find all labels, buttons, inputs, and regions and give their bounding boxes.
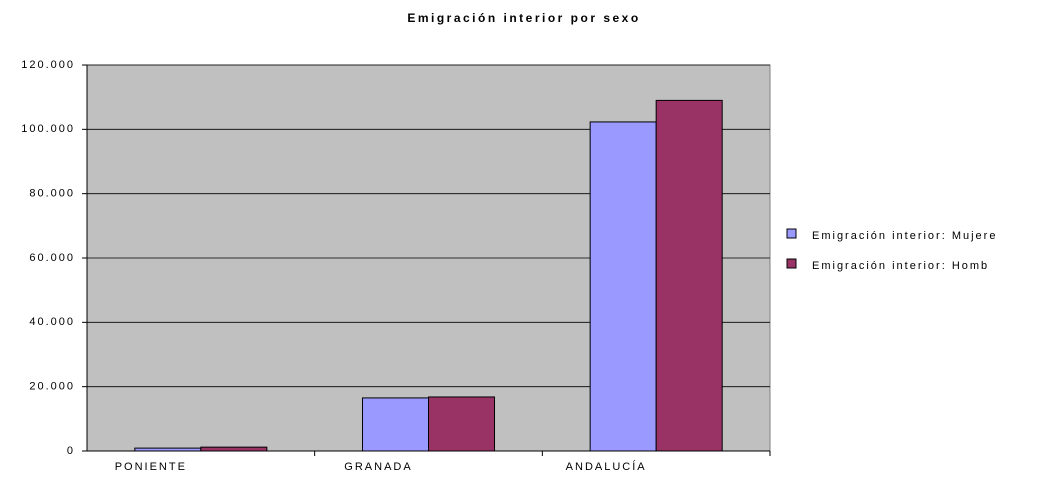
bar — [134, 447, 202, 452]
x-tick-label: GRANADA — [344, 461, 412, 473]
bar — [200, 446, 268, 452]
x-tick-label: PONIENTE — [115, 461, 187, 473]
y-tick-label: 100.000 — [21, 123, 75, 135]
bar — [655, 99, 723, 452]
legend-label: Emigración interior: Homb — [812, 260, 989, 272]
y-tick-label: 80.000 — [29, 188, 75, 200]
y-tick-label: 20.000 — [29, 381, 75, 393]
legend-label: Emigración interior: Mujere — [812, 230, 997, 242]
chart-title: Emigración interior por sexo — [407, 11, 640, 25]
legend-swatch — [786, 258, 797, 269]
legend-swatch — [786, 228, 797, 239]
y-tick-label: 0 — [67, 445, 75, 457]
bar — [361, 397, 429, 452]
y-tick-label: 120.000 — [21, 59, 75, 71]
bar — [589, 121, 657, 452]
y-tick-label: 60.000 — [29, 252, 75, 264]
bar — [428, 396, 496, 452]
y-tick-label: 40.000 — [29, 316, 75, 328]
x-tick-label: ANDALUCÍA — [566, 460, 647, 473]
